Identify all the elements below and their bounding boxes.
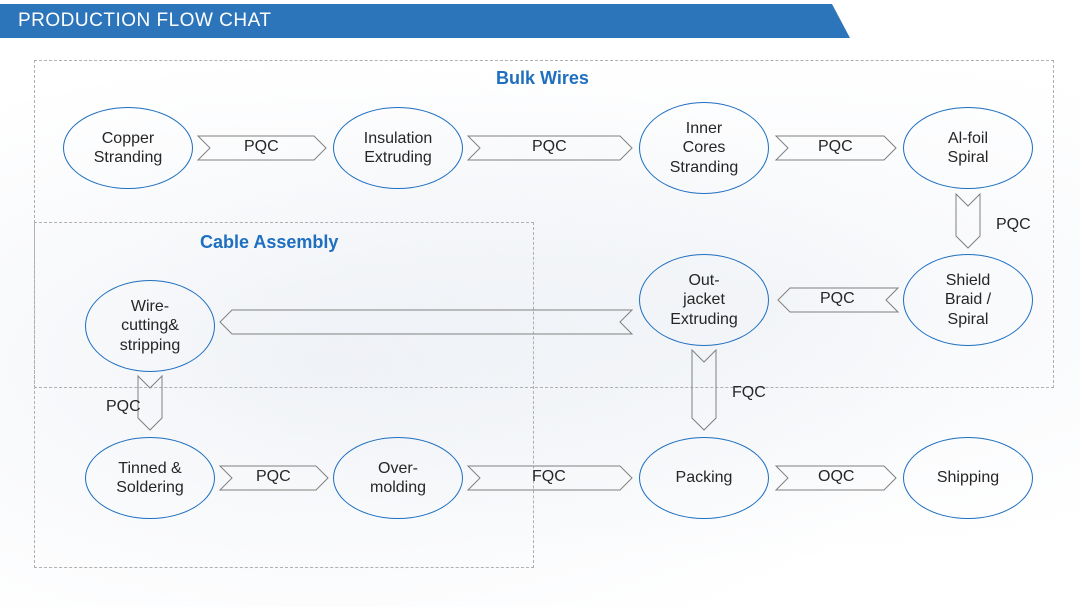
- arrow-a8: [220, 478, 221, 479]
- arrow-label-a2: PQC: [532, 138, 567, 156]
- section-box-cable-assembly: [34, 222, 534, 568]
- node-shipping: Shipping: [903, 437, 1033, 519]
- arrow-a6: [632, 322, 633, 323]
- arrow-a5: [898, 300, 899, 301]
- node-packing: Packing: [639, 437, 769, 519]
- arrow-a3: [776, 148, 777, 149]
- diagram-stage: { "canvas": { "width": 1080, "height": 6…: [0, 0, 1080, 607]
- arrow-label-a3: PQC: [818, 138, 853, 156]
- arrow-label-a5: PQC: [820, 290, 855, 308]
- section-label-bulk-wires: Bulk Wires: [496, 68, 589, 89]
- arrow-a6b: [704, 350, 705, 351]
- node-label: Packing: [676, 468, 733, 487]
- arrow-a9: [468, 478, 469, 479]
- section-label-cable-assembly: Cable Assembly: [200, 232, 338, 253]
- node-label: Shipping: [937, 468, 999, 487]
- arrow-a2: [468, 148, 469, 149]
- arrow-label-a7: PQC: [106, 398, 141, 416]
- arrow-label-a4: PQC: [996, 216, 1031, 234]
- arrow-a10: [776, 478, 777, 479]
- arrow-a1: [198, 148, 199, 149]
- arrow-label-a1: PQC: [244, 138, 279, 156]
- arrow-a4: [968, 194, 969, 195]
- arrow-label-a10: OQC: [818, 468, 854, 486]
- arrow-label-a9: FQC: [532, 468, 566, 486]
- title-banner: PRODUCTION FLOW CHAT: [0, 4, 850, 38]
- arrow-label-a6b: FQC: [732, 384, 766, 402]
- arrow-label-a8: PQC: [256, 468, 291, 486]
- arrow-a7: [150, 376, 151, 377]
